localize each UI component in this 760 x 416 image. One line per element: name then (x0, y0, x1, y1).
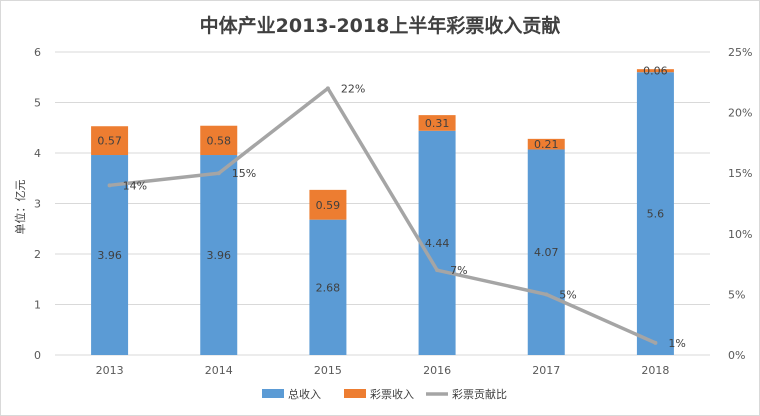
bar-total-revenue (527, 149, 565, 355)
bar-total-revenue (200, 155, 238, 355)
line-data-label: 7% (450, 264, 467, 277)
y-axis-label: 单位：亿元 (13, 180, 27, 235)
line-data-label: 5% (559, 288, 576, 301)
legend[interactable]: 总收入 彩票收入 彩票贡献比 (262, 387, 507, 401)
bar-data-label: 0.57 (97, 135, 122, 148)
line-lottery-contribution-ratio (109, 86, 657, 345)
x-tick-label: 2017 (532, 364, 560, 377)
bar-total-revenue (91, 155, 129, 355)
bar-total-revenue (309, 219, 347, 355)
y2-tick-label: 10% (728, 228, 752, 241)
bar-data-label: 0.31 (425, 117, 450, 130)
bar-total-revenue (636, 72, 674, 355)
x-tick-label: 2014 (205, 364, 233, 377)
y-tick-label: 2 (34, 248, 41, 261)
line-data-label: 14% (123, 179, 147, 192)
data-labels: 3.96 0.57 3.96 0.58 2.68 0.59 4.44 0.31 4.07 0.21… (97, 65, 686, 350)
legend-swatch (262, 389, 284, 398)
gridlines (55, 51, 710, 356)
legend-label: 总收入 (288, 387, 321, 401)
legend-label: 彩票贡献比 (452, 387, 507, 401)
y-tick-label: 5 (34, 97, 41, 110)
bar-data-label: 0.58 (207, 134, 232, 147)
x-tick-label: 2015 (314, 364, 342, 377)
bar-data-label: 2.68 (316, 281, 341, 294)
y2-tick-label: 15% (728, 167, 752, 180)
bar-total-revenue (418, 130, 456, 355)
bar-data-label: 5.6 (647, 208, 665, 221)
bar-data-label: 0.59 (316, 199, 341, 212)
x-tick-label: 2018 (641, 364, 669, 377)
bar-lottery-revenue (91, 126, 129, 156)
bar-lottery-revenue (636, 69, 674, 73)
legend-label: 彩票收入 (370, 387, 414, 401)
line-point (653, 340, 658, 345)
bar-lottery-revenue (418, 115, 456, 131)
bar-data-label: 0.06 (643, 65, 668, 78)
y-tick-label: 3 (34, 198, 41, 211)
line-point (435, 268, 440, 273)
y2-tick-label: 5% (728, 288, 745, 301)
line-data-label: 22% (341, 82, 365, 95)
chart-title: 中体产业2013-2018上半年彩票收入贡献 (200, 14, 561, 37)
y2-tick-label: 20% (728, 107, 752, 120)
axes: 0 1 2 3 4 5 6 0% 5% 10% 15% 20% 25% 2013 2014 2015 2016 2… (34, 46, 752, 377)
y-tick-label: 1 (34, 299, 41, 312)
y-tick-label: 0 (34, 349, 41, 362)
line-point (544, 292, 549, 297)
line-data-label: 1% (668, 337, 685, 350)
x-tick-label: 2016 (423, 364, 451, 377)
bar-lottery-revenue (309, 189, 347, 220)
legend-item[interactable]: 彩票贡献比 (426, 387, 507, 401)
line-series (107, 86, 658, 345)
line-point (216, 171, 221, 176)
bar-data-label: 3.96 (97, 249, 122, 262)
y2-tick-label: 25% (728, 46, 752, 59)
line-data-label: 15% (232, 167, 256, 180)
x-tick-label: 2013 (96, 364, 124, 377)
bar-lottery-revenue (527, 138, 565, 150)
bar-data-label: 3.96 (207, 249, 232, 262)
line-point (107, 183, 112, 188)
y-tick-label: 6 (34, 46, 41, 59)
legend-item[interactable]: 彩票收入 (344, 387, 414, 401)
bar-data-label: 4.44 (425, 237, 450, 250)
legend-swatch (344, 389, 366, 398)
y2-tick-label: 0% (728, 349, 745, 362)
bar-data-label: 0.21 (534, 138, 559, 151)
bar-data-label: 4.07 (534, 246, 559, 259)
line-point (325, 86, 330, 91)
bars (91, 69, 674, 355)
legend-item[interactable]: 总收入 (262, 387, 321, 401)
y-tick-label: 4 (34, 147, 41, 160)
bar-lottery-revenue (200, 125, 238, 156)
